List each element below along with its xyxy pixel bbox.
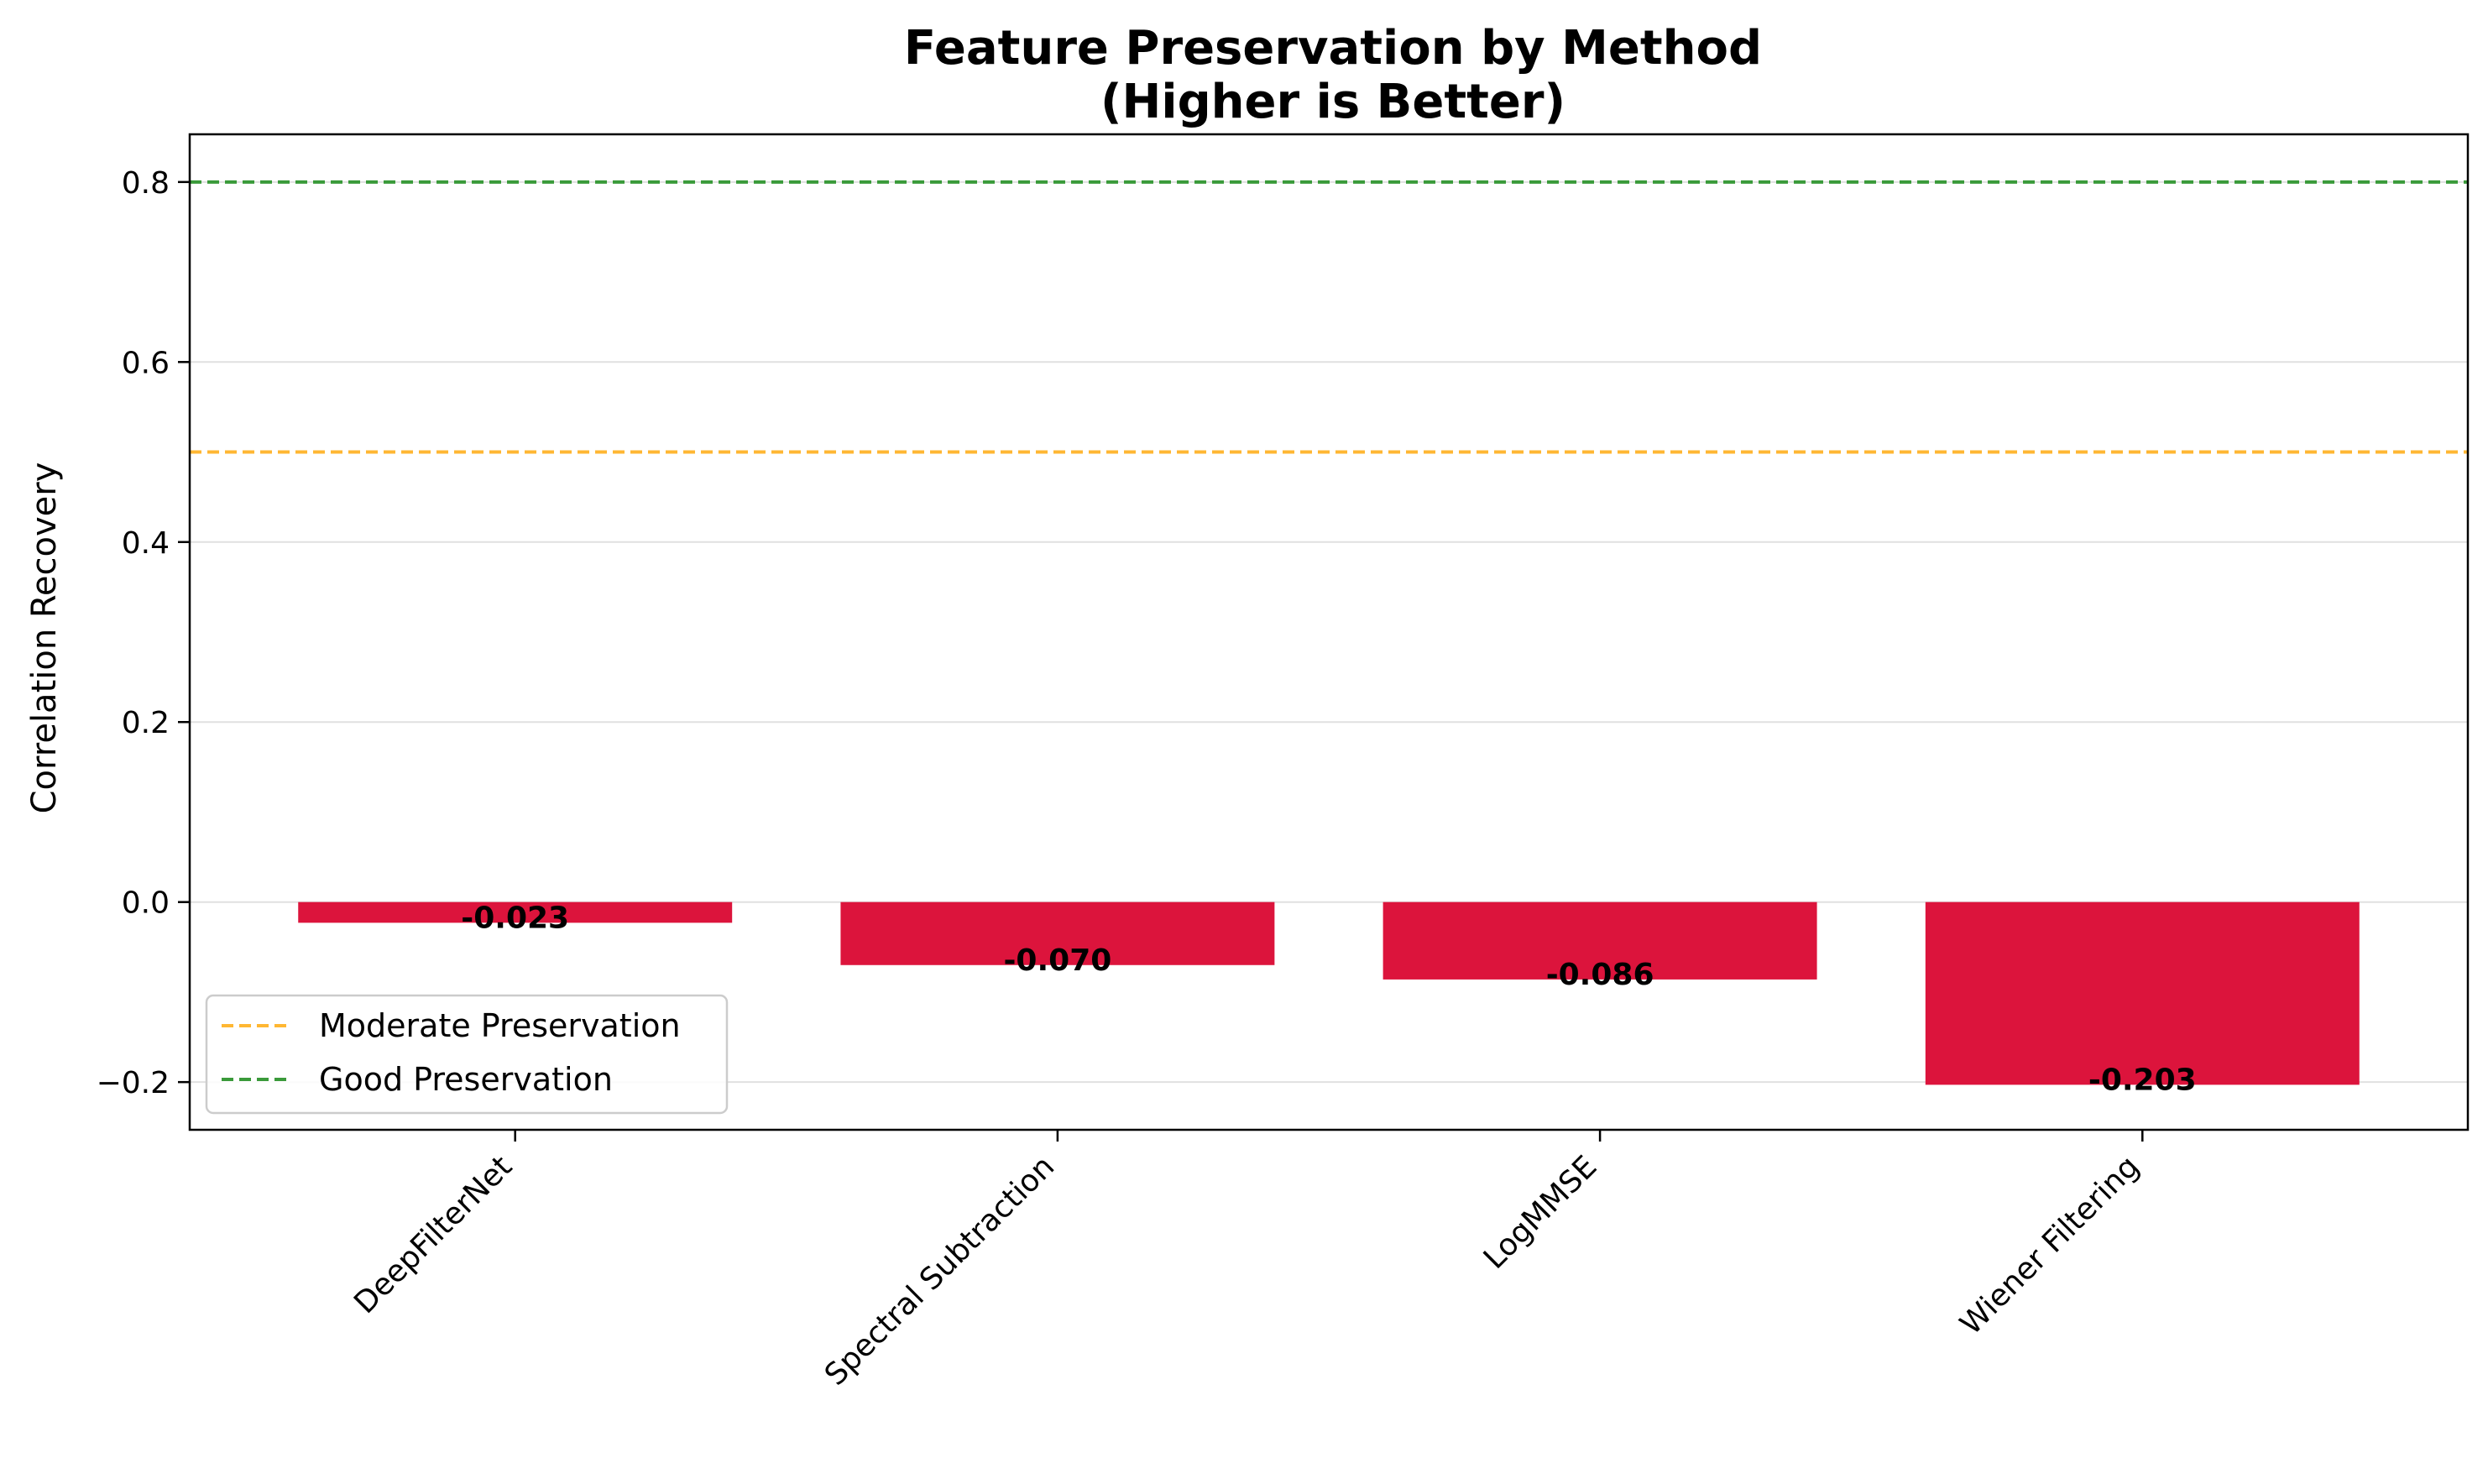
plot-frame bbox=[188, 133, 2470, 1131]
y-tick-label: 0.2 bbox=[122, 706, 170, 740]
data-label: -0.070 bbox=[1003, 943, 1111, 978]
y-axis-label: Correlation Recovery bbox=[25, 462, 64, 814]
bar-logmmse bbox=[1383, 901, 1817, 980]
y-axis-ticks: −0.2 0.0 0.2 0.4 0.6 0.8 bbox=[97, 166, 190, 1100]
y-tick-label: 0.6 bbox=[122, 346, 170, 380]
bar-wiener-filtering bbox=[1925, 901, 2360, 1085]
x-tick-label: DeepFilterNet bbox=[348, 1149, 519, 1320]
bar-spectral-subtraction bbox=[840, 901, 1275, 965]
y-tick-label: 0.0 bbox=[122, 886, 170, 921]
x-tick-label: LogMMSE bbox=[1477, 1149, 1604, 1276]
legend-label-good: Good Preservation bbox=[319, 1061, 613, 1098]
y-tick-label: −0.2 bbox=[97, 1066, 170, 1100]
legend-label-moderate: Moderate Preservation bbox=[319, 1007, 681, 1044]
y-tick-label: 0.4 bbox=[122, 526, 170, 561]
bar-deepfilternet bbox=[298, 901, 733, 923]
data-label: -0.203 bbox=[2088, 1063, 2197, 1097]
data-label: -0.023 bbox=[461, 901, 569, 935]
reference-lines bbox=[190, 180, 2468, 454]
chart-title: Feature Preservation by Method bbox=[904, 21, 1762, 76]
legend: Moderate Preservation Good Preservation bbox=[205, 994, 729, 1115]
chart-subtitle: (Higher is Better) bbox=[1100, 75, 1565, 129]
bars bbox=[298, 901, 2360, 1085]
data-label: -0.086 bbox=[1546, 958, 1654, 992]
data-labels: -0.023 -0.070 -0.086 -0.203 bbox=[461, 901, 2196, 1097]
legend-box bbox=[205, 994, 729, 1115]
x-axis-ticks: DeepFilterNet Spectral Subtraction LogMMSE… bbox=[348, 1130, 2146, 1393]
x-tick-label: Spectral Subtraction bbox=[818, 1149, 1061, 1392]
y-tick-label: 0.8 bbox=[122, 166, 170, 201]
x-tick-label: Wiener Filtering bbox=[1954, 1149, 2146, 1341]
